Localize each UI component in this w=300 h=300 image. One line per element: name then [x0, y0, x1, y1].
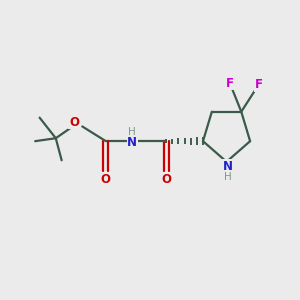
- Text: H: H: [128, 127, 136, 137]
- Text: O: O: [69, 116, 79, 128]
- Text: F: F: [255, 78, 263, 91]
- Text: H: H: [224, 172, 232, 182]
- Text: O: O: [161, 173, 171, 186]
- Text: N: N: [127, 136, 137, 149]
- Text: F: F: [226, 77, 233, 90]
- Text: N: N: [223, 160, 233, 173]
- Text: O: O: [101, 173, 111, 186]
